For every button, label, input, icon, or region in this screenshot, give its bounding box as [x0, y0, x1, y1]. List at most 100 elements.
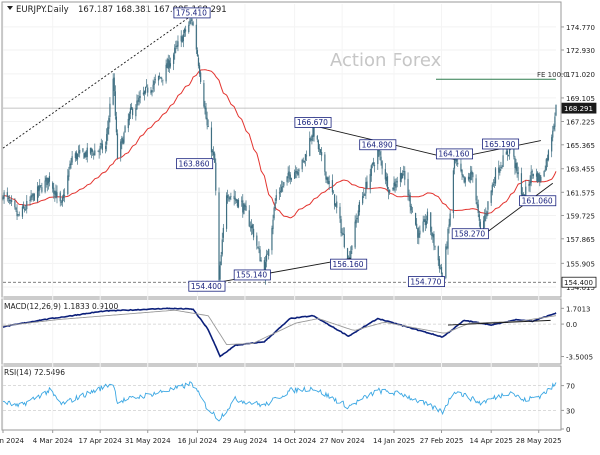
candle-body	[263, 260, 265, 278]
candle-body	[419, 230, 421, 235]
candle-body	[124, 126, 126, 133]
candle-body	[25, 208, 27, 210]
candle-body	[180, 35, 182, 42]
candle-body	[3, 192, 5, 199]
candle-body	[324, 154, 326, 172]
candle-body	[197, 57, 200, 66]
candle-body	[445, 246, 447, 278]
candle-body	[190, 19, 192, 21]
candle-body	[484, 215, 486, 222]
candle-body	[29, 199, 31, 201]
candle-body	[547, 150, 550, 160]
candle-body	[175, 46, 177, 47]
candle-body	[230, 196, 232, 198]
candle-body	[219, 265, 221, 280]
candle-body	[46, 177, 48, 186]
candle-body	[379, 151, 381, 156]
candle-body	[241, 200, 243, 202]
candle-body	[235, 199, 237, 202]
candle-body	[366, 181, 368, 189]
candle-body	[69, 163, 71, 169]
candle-body	[485, 214, 487, 216]
candle-body	[115, 116, 118, 133]
candle-body	[112, 78, 114, 105]
price-annotation-box	[359, 139, 397, 151]
candle-body	[200, 72, 202, 82]
candle-body	[278, 192, 281, 194]
candle-body	[535, 173, 538, 177]
candle-body	[404, 170, 406, 180]
candle-body	[55, 190, 57, 199]
candle-body	[555, 104, 557, 116]
candle-body	[146, 85, 148, 87]
rsi-line	[2, 381, 557, 422]
candle-body	[162, 79, 164, 81]
candle-body	[378, 149, 380, 152]
candle-body	[40, 185, 42, 187]
candle-body	[409, 195, 411, 207]
candle-body	[544, 169, 546, 171]
price-annotation-label: 164.890	[362, 141, 393, 150]
candle-body	[437, 246, 439, 261]
candle-body	[184, 29, 187, 32]
macd-panel-frame	[1, 298, 562, 365]
candle-body	[169, 63, 172, 67]
candle-body	[8, 199, 11, 202]
candle-body	[243, 204, 245, 215]
candle-body	[257, 247, 259, 249]
candle-body	[107, 127, 109, 135]
candle-body	[214, 153, 216, 163]
candle-body	[127, 118, 129, 129]
macd-axis-label: -3.5005	[566, 354, 593, 362]
candle-body	[138, 97, 140, 102]
candle-body	[472, 172, 474, 178]
candle-body	[372, 162, 375, 165]
candle-body	[74, 153, 76, 158]
price-tag-box	[561, 102, 597, 114]
candle-body	[252, 228, 255, 238]
candle-body	[499, 169, 501, 173]
candle-body	[54, 191, 56, 196]
candle-body	[446, 246, 448, 248]
candle-body	[358, 202, 361, 213]
candle-body	[32, 193, 34, 197]
candle-body	[384, 169, 386, 180]
candle-body	[83, 153, 85, 159]
candle-body	[396, 181, 398, 183]
candle-body	[431, 232, 433, 236]
candle-body	[470, 172, 472, 181]
candle-body	[17, 214, 19, 216]
candle-body	[380, 156, 382, 161]
price-annotation-box	[482, 138, 520, 150]
candle-body	[85, 151, 87, 157]
price-axis-label: 169.105	[566, 95, 595, 103]
candle-body	[505, 151, 507, 155]
candle-body	[525, 186, 527, 199]
candle-body	[75, 152, 78, 160]
candle-body	[434, 246, 436, 248]
candle-body	[89, 147, 92, 154]
candle-body	[408, 194, 410, 196]
candle-body	[460, 163, 462, 171]
date-axis-label: 27 Nov 2024	[320, 437, 365, 445]
candle-body	[207, 126, 209, 128]
candle-body	[463, 176, 465, 183]
candle-body	[303, 160, 305, 163]
candle-body	[265, 254, 268, 262]
candle-body	[287, 172, 289, 179]
candle-body	[210, 127, 213, 153]
candle-body	[402, 173, 404, 179]
candle-body	[331, 180, 334, 193]
candle-body	[211, 150, 214, 153]
candle-body	[325, 171, 327, 180]
candle-body	[453, 159, 456, 169]
dropdown-arrow-icon[interactable]	[7, 6, 13, 10]
price-annotation-label: 154.400	[191, 282, 222, 291]
candle-body	[233, 195, 235, 200]
candle-body	[540, 176, 542, 182]
candle-body	[393, 182, 395, 191]
candle-body	[132, 108, 134, 116]
candle-body	[452, 170, 454, 214]
macd-trendline	[447, 319, 551, 326]
price-annotation-box	[435, 148, 473, 160]
